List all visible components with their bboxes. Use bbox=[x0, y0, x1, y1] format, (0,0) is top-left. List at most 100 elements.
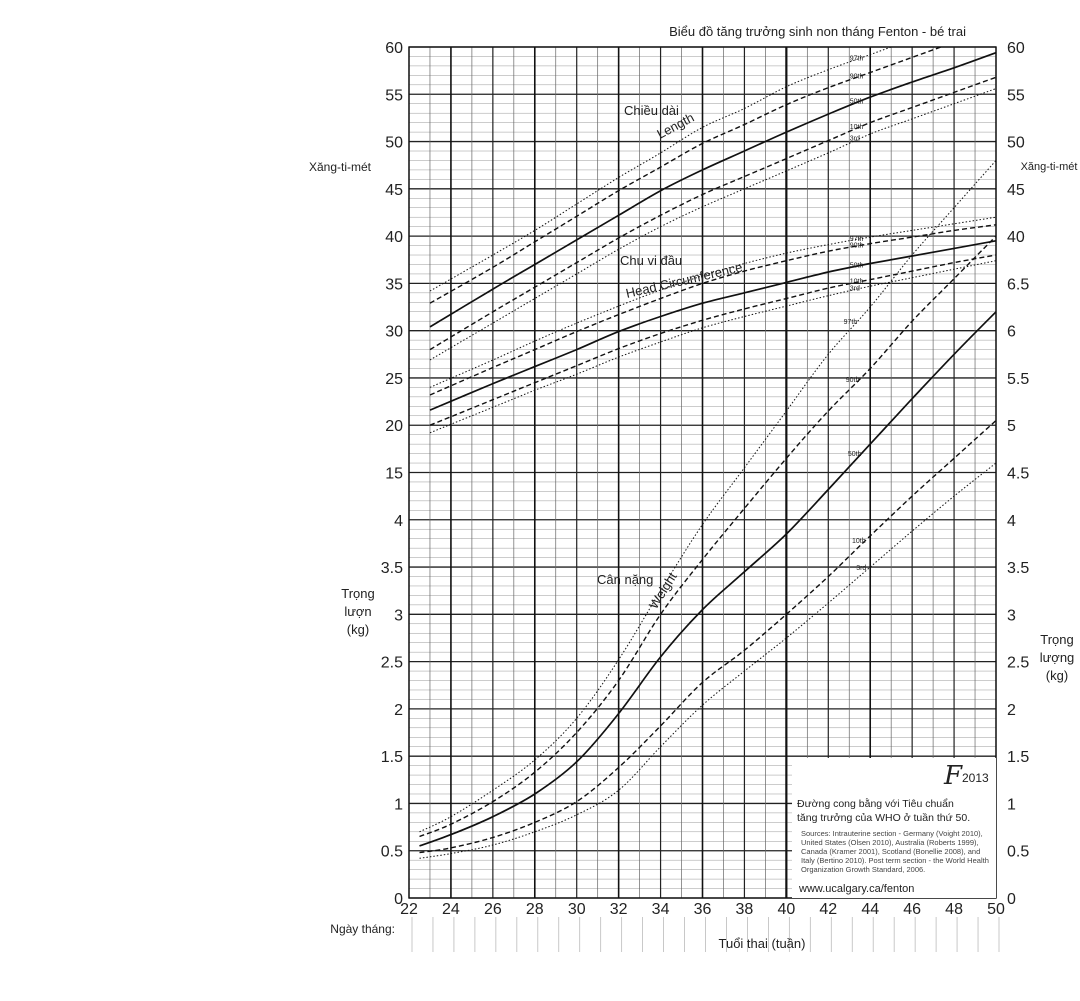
right-cm-tick-label: 55 bbox=[1007, 87, 1025, 104]
right-kg-tick-label: 6 bbox=[1007, 324, 1016, 341]
right-kg-tick-label: 1.5 bbox=[1007, 749, 1029, 766]
weight-percentile-label: 97th bbox=[844, 319, 858, 326]
x-tick-label: 30 bbox=[568, 901, 586, 918]
head-percentile-label: 50th bbox=[850, 263, 864, 270]
weight-97th-line bbox=[419, 160, 996, 833]
weight-percentile-label: 90th bbox=[846, 377, 860, 384]
right-kg-tick-label: 0.5 bbox=[1007, 844, 1029, 861]
left-kg-tick-label: 2 bbox=[394, 702, 403, 719]
x-tick-label: 32 bbox=[610, 901, 628, 918]
head-percentile-label: 97th bbox=[850, 236, 864, 243]
x-tick-label: 26 bbox=[484, 901, 502, 918]
left-cm-tick-label: 20 bbox=[385, 418, 403, 435]
left-cm-tick-label: 30 bbox=[385, 324, 403, 341]
axes: 22 24 26 28 30 32 34 36 38 40 42 44 46 48 506055504540… bbox=[381, 40, 1030, 918]
note-title-line2: tăng trưởng của WHO ở tuần thứ 50. bbox=[797, 812, 970, 824]
length-percentile-label: 97th bbox=[850, 55, 864, 62]
head-circumference-3rd-line bbox=[429, 260, 996, 434]
head-circumference-50th-line bbox=[429, 239, 996, 411]
length-90th-line bbox=[429, 47, 943, 304]
left-cm-tick-label: 15 bbox=[385, 466, 403, 483]
left-kg-tick-label: 1 bbox=[394, 796, 403, 813]
left-cm-tick-label: 55 bbox=[385, 87, 403, 104]
weight-percentile-label: 50th bbox=[848, 451, 862, 458]
left-kg-tick-label: 0 bbox=[394, 891, 403, 908]
right-kg-axis-label-line3: (kg) bbox=[1046, 668, 1068, 683]
percentile-labels: 97th90th50th10th3rd97th90th50th10th3rd97… bbox=[844, 55, 867, 572]
left-cm-tick-label: 60 bbox=[385, 40, 403, 57]
x-tick-label: 46 bbox=[903, 901, 921, 918]
head-percentile-label: 10th bbox=[850, 279, 864, 286]
right-kg-tick-label: 5.5 bbox=[1007, 371, 1029, 388]
head-circumference-97th-line bbox=[429, 216, 996, 388]
left-kg-tick-label: 1.5 bbox=[381, 749, 403, 766]
head-circumference-10th-line bbox=[429, 254, 996, 426]
head-percentile-label: 3rd bbox=[850, 286, 860, 293]
fenton-logo-year: 2013 bbox=[962, 771, 989, 785]
left-cm-tick-label: 50 bbox=[385, 135, 403, 152]
note-source-line: Sources: Intrauterine section - Germany … bbox=[801, 829, 983, 838]
length-10th-line bbox=[429, 76, 996, 351]
length-percentile-label: 90th bbox=[850, 73, 864, 80]
note-url: www.ucalgary.ca/fenton bbox=[798, 883, 914, 895]
right-kg-tick-label: 6.5 bbox=[1007, 276, 1029, 293]
left-kg-axis-label-line2: lượn bbox=[344, 604, 371, 619]
right-cm-tick-label: 60 bbox=[1007, 40, 1025, 57]
weight-50th-line bbox=[419, 311, 996, 847]
weight-3rd-line bbox=[419, 462, 996, 859]
x-tick-label: 28 bbox=[526, 901, 544, 918]
length-3rd-line bbox=[429, 88, 996, 361]
left-cm-tick-label: 35 bbox=[385, 276, 403, 293]
chart-grid bbox=[408, 46, 1000, 952]
date-row-label: Ngày tháng: bbox=[330, 922, 395, 936]
left-kg-tick-label: 0.5 bbox=[381, 844, 403, 861]
right-kg-tick-label: 2.5 bbox=[1007, 655, 1029, 672]
right-kg-axis-label-line1: Trọng bbox=[1040, 632, 1073, 647]
note-source-line: Organization Growth Standard, 2006. bbox=[801, 865, 925, 874]
right-cm-tick-label: 40 bbox=[1007, 229, 1025, 246]
left-kg-tick-label: 2.5 bbox=[381, 655, 403, 672]
x-axis-label: Tuổi thai (tuần) bbox=[719, 936, 806, 951]
head-label-vi: Chu vi đầu bbox=[620, 253, 682, 268]
weight-label-vi: Cân nặng bbox=[597, 572, 653, 587]
note-source-line: United States (Olsen 2010), Australia (R… bbox=[801, 838, 979, 847]
left-kg-axis-label-line3: (kg) bbox=[347, 622, 369, 637]
length-percentile-label: 3rd bbox=[850, 136, 860, 143]
right-kg-axis-label-line2: lượng bbox=[1040, 650, 1075, 665]
length-percentile-label: 50th bbox=[850, 98, 864, 105]
x-tick-label: 36 bbox=[694, 901, 712, 918]
left-cm-tick-label: 40 bbox=[385, 229, 403, 246]
right-kg-tick-label: 4.5 bbox=[1007, 466, 1029, 483]
note-title-line1: Đường cong bằng với Tiêu chuẩn bbox=[797, 797, 954, 810]
fenton-logo: F bbox=[943, 761, 963, 791]
right-kg-tick-label: 5 bbox=[1007, 418, 1016, 435]
x-tick-label: 48 bbox=[945, 901, 963, 918]
x-tick-label: 24 bbox=[442, 901, 460, 918]
right-kg-tick-label: 3.5 bbox=[1007, 560, 1029, 577]
right-kg-tick-label: 3 bbox=[1007, 607, 1016, 624]
plot-frame bbox=[408, 46, 997, 899]
left-kg-tick-label: 4 bbox=[394, 513, 403, 530]
left-kg-tick-label: 3.5 bbox=[381, 560, 403, 577]
x-tick-label: 34 bbox=[652, 901, 670, 918]
x-tick-label: 22 bbox=[400, 901, 418, 918]
left-kg-tick-label: 3 bbox=[394, 607, 403, 624]
percentile-curves bbox=[419, 47, 996, 859]
right-kg-tick-label: 0 bbox=[1007, 891, 1016, 908]
right-cm-axis-label: Xăng-ti-mét bbox=[1021, 161, 1078, 173]
length-50th-line bbox=[429, 51, 996, 328]
x-tick-label: 40 bbox=[777, 901, 795, 918]
x-tick-label: 38 bbox=[736, 901, 754, 918]
right-kg-tick-label: 2 bbox=[1007, 702, 1016, 719]
x-tick-label: 42 bbox=[819, 901, 837, 918]
left-cm-axis-label: Xăng-ti-mét bbox=[309, 160, 372, 174]
left-kg-axis-label-line1: Trọng bbox=[341, 586, 374, 601]
length-label-vi: Chiều dài bbox=[624, 103, 679, 118]
left-cm-tick-label: 25 bbox=[385, 371, 403, 388]
chart-title: Biểu đồ tăng trưởng sinh non tháng Fento… bbox=[669, 24, 966, 39]
note-box: F 2013 Đường cong bằng với Tiêu chuẩn tă… bbox=[792, 758, 996, 898]
head-percentile-label: 90th bbox=[850, 243, 864, 250]
weight-10th-line bbox=[419, 419, 996, 854]
right-kg-tick-label: 1 bbox=[1007, 796, 1016, 813]
